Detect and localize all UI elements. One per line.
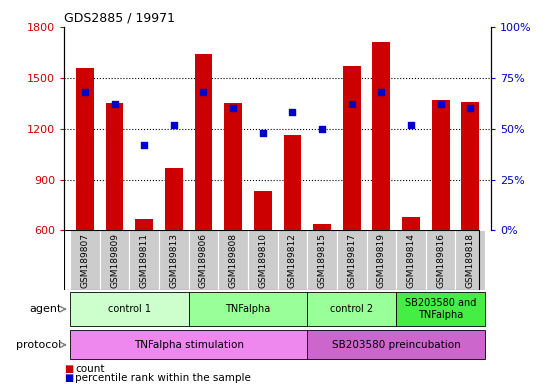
Bar xyxy=(218,230,248,290)
Point xyxy=(229,105,238,111)
Point xyxy=(377,89,386,95)
Text: GSM189815: GSM189815 xyxy=(318,233,326,288)
Text: TNFalpha stimulation: TNFalpha stimulation xyxy=(134,339,244,350)
Bar xyxy=(373,42,390,230)
Bar xyxy=(100,230,129,290)
Bar xyxy=(313,223,331,230)
Bar xyxy=(396,292,485,326)
Bar xyxy=(367,230,396,290)
Point xyxy=(436,101,445,107)
Bar xyxy=(135,218,153,230)
Text: ■: ■ xyxy=(64,373,74,383)
Text: TNFalpha: TNFalpha xyxy=(225,304,271,314)
Text: GSM189806: GSM189806 xyxy=(199,233,208,288)
Text: GSM189809: GSM189809 xyxy=(110,233,119,288)
Bar xyxy=(343,66,360,230)
Bar xyxy=(278,230,307,290)
Point xyxy=(110,101,119,107)
Bar xyxy=(195,54,213,230)
Bar xyxy=(432,100,450,230)
Bar xyxy=(402,217,420,230)
Bar xyxy=(337,230,367,290)
Text: GSM189813: GSM189813 xyxy=(169,233,179,288)
Point xyxy=(170,121,179,127)
Bar xyxy=(76,68,94,230)
Text: GSM189818: GSM189818 xyxy=(466,233,475,288)
Text: GSM189817: GSM189817 xyxy=(347,233,356,288)
Bar xyxy=(426,230,455,290)
Text: SB203580 preincubation: SB203580 preincubation xyxy=(332,339,460,350)
Text: SB203580 and
TNFalpha: SB203580 and TNFalpha xyxy=(405,298,477,320)
Bar xyxy=(307,230,337,290)
Text: count: count xyxy=(75,364,105,374)
Bar xyxy=(461,101,479,230)
Text: GDS2885 / 19971: GDS2885 / 19971 xyxy=(64,11,175,24)
Text: agent: agent xyxy=(29,304,61,314)
Bar xyxy=(165,168,183,230)
Text: protocol: protocol xyxy=(16,340,61,350)
Text: GSM189808: GSM189808 xyxy=(229,233,238,288)
Bar xyxy=(283,136,301,230)
Point xyxy=(318,126,326,132)
Text: GSM189812: GSM189812 xyxy=(288,233,297,288)
Bar xyxy=(307,330,485,359)
Bar xyxy=(70,230,100,290)
Bar xyxy=(70,292,189,326)
Text: percentile rank within the sample: percentile rank within the sample xyxy=(75,373,251,383)
Point xyxy=(258,130,267,136)
Point xyxy=(407,121,416,127)
Bar xyxy=(455,230,485,290)
Bar xyxy=(248,230,278,290)
Bar xyxy=(129,230,159,290)
Bar xyxy=(70,330,307,359)
Bar xyxy=(396,230,426,290)
Point xyxy=(466,105,475,111)
Text: GSM189807: GSM189807 xyxy=(80,233,89,288)
Text: control 2: control 2 xyxy=(330,304,373,314)
Bar xyxy=(159,230,189,290)
Text: GSM189819: GSM189819 xyxy=(377,233,386,288)
Bar xyxy=(189,292,307,326)
Text: GSM189814: GSM189814 xyxy=(406,233,416,288)
Text: ■: ■ xyxy=(64,364,74,374)
Bar xyxy=(307,292,396,326)
Bar xyxy=(224,103,242,230)
Text: GSM189816: GSM189816 xyxy=(436,233,445,288)
Text: GSM189810: GSM189810 xyxy=(258,233,267,288)
Bar xyxy=(189,230,218,290)
Point xyxy=(140,142,148,148)
Bar xyxy=(105,103,123,230)
Point xyxy=(288,109,297,116)
Point xyxy=(80,89,89,95)
Point xyxy=(347,101,356,107)
Point xyxy=(199,89,208,95)
Text: control 1: control 1 xyxy=(108,304,151,314)
Text: GSM189811: GSM189811 xyxy=(140,233,149,288)
Bar xyxy=(254,191,272,230)
